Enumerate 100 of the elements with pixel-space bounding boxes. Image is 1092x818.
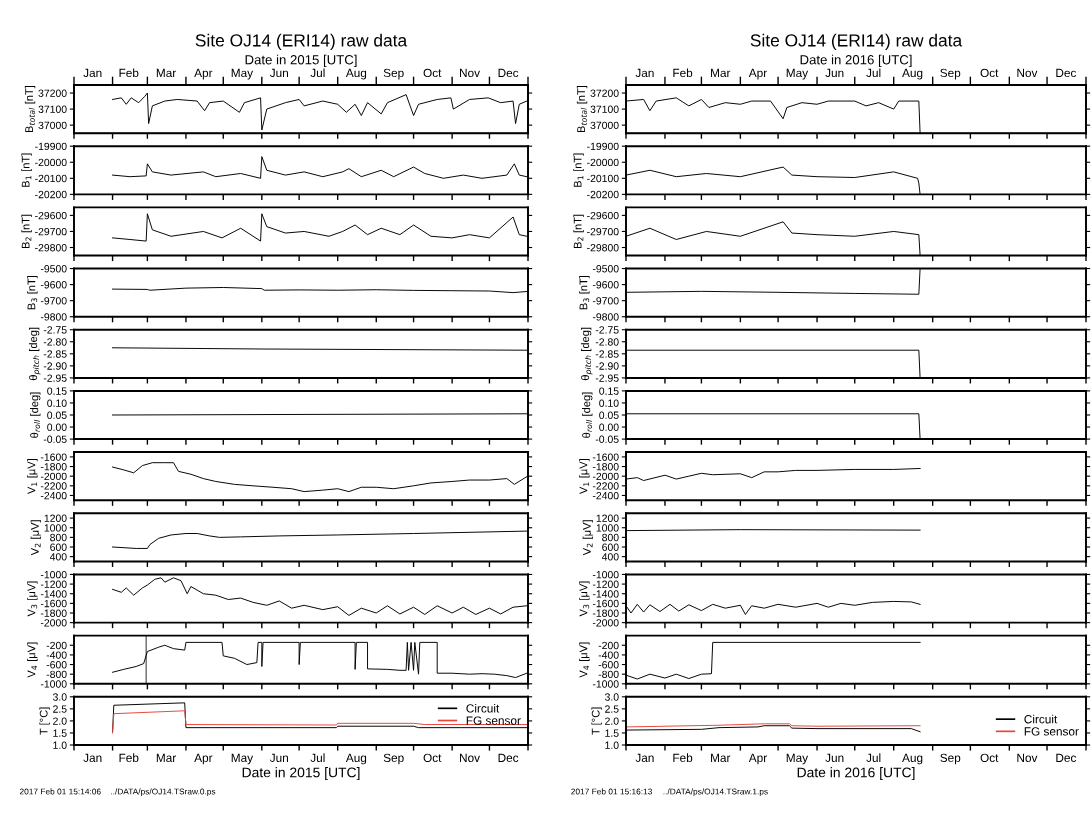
x-tick-label: Jul xyxy=(866,753,881,762)
y-tick-label: -2200 xyxy=(40,482,67,490)
x2-axis-title: Date in 2015 [UTC] xyxy=(245,54,357,68)
y-tick-label: -29700 xyxy=(35,227,67,236)
y-tick-label: -9800 xyxy=(40,313,67,321)
y-tick-label: -2.75 xyxy=(595,326,619,334)
y-axis-title: V$_{2}$ [μV] xyxy=(30,520,42,556)
y-axis-title: θ$_{pitch}$ [deg] xyxy=(28,327,41,381)
x-tick-label: Sep xyxy=(383,753,404,765)
y-tick-label: 0.10 xyxy=(599,399,619,407)
x2-tick-label: Jul xyxy=(866,68,881,78)
y-tick-label: -2000 xyxy=(40,472,67,481)
y-tick-label: -29800 xyxy=(587,244,619,252)
y-tick-label: -2.85 xyxy=(43,350,67,358)
x-tick-label: Feb xyxy=(673,753,693,762)
x2-tick-label: Nov xyxy=(460,68,480,78)
y-tick-label: 0.10 xyxy=(47,399,67,407)
y-tick-label: -20000 xyxy=(587,158,619,167)
y-tick-label: -1400 xyxy=(592,590,619,598)
x2-axis-title: Date in 2016 [UTC] xyxy=(800,54,912,68)
y-tick-label: -600 xyxy=(598,661,619,669)
x2-tick-label: Mar xyxy=(156,68,177,78)
y-tick-label: -19900 xyxy=(35,142,67,151)
y-tick-label: -9500 xyxy=(40,265,67,273)
y-tick-label: 37100 xyxy=(38,105,67,113)
y-tick-label: -1000 xyxy=(592,570,619,579)
y-tick-label: -2.85 xyxy=(595,350,619,358)
y-tick-label: -200 xyxy=(598,641,619,650)
y-tick-label: -1200 xyxy=(592,580,619,588)
x2-tick-label: Oct xyxy=(980,68,999,78)
y-tick-label: 800 xyxy=(602,533,619,542)
y-tick-label: -1800 xyxy=(40,463,67,471)
y-tick-label: 3.0 xyxy=(604,693,619,701)
y-tick-label: 3.0 xyxy=(52,693,67,701)
x2-tick-label: Jun xyxy=(825,68,844,78)
y-tick-label: 800 xyxy=(50,533,67,542)
x-tick-label: Dec xyxy=(1056,753,1077,762)
x2-tick-label: Aug xyxy=(902,68,923,80)
x2-tick-label: May xyxy=(231,68,254,80)
y-tick-label: -29700 xyxy=(587,227,619,236)
y-tick-label: -2400 xyxy=(592,491,619,500)
y-tick-label: -0.05 xyxy=(43,435,67,443)
chart-title: Site OJ14 (ERI14) raw data xyxy=(750,33,963,50)
x2-tick-label: Feb xyxy=(673,68,693,78)
x2-tick-label: Jul xyxy=(310,68,325,78)
y-tick-label: -2000 xyxy=(592,472,619,481)
x-tick-label: May xyxy=(231,753,254,765)
y-tick-label: -1800 xyxy=(40,609,67,617)
y-tick-label: -19900 xyxy=(587,142,619,151)
y-tick-label: 1200 xyxy=(44,514,67,522)
y-tick-label: 0.15 xyxy=(47,387,67,395)
y-tick-label: -20100 xyxy=(35,174,67,183)
y-tick-label: -2000 xyxy=(40,619,67,627)
y-tick-label: -2.95 xyxy=(43,374,67,382)
x-axis-title: Date in 2016 [UTC] xyxy=(797,767,915,781)
y-tick-label: -2.90 xyxy=(43,362,67,370)
y-tick-label: -20200 xyxy=(587,190,619,199)
x-tick-label: Dec xyxy=(498,753,519,762)
y-tick-label: -1000 xyxy=(592,680,619,688)
x-tick-label: Oct xyxy=(980,753,999,762)
y-tick-label: 400 xyxy=(49,553,67,561)
y-tick-label: -0.05 xyxy=(595,435,619,443)
y-tick-label: -9600 xyxy=(40,281,67,289)
y-tick-label: 1.5 xyxy=(53,729,67,737)
y-tick-label: 37000 xyxy=(590,121,619,130)
x2-tick-label: Dec xyxy=(498,68,519,78)
y-axis-title: V$_{1}$ [μV] xyxy=(579,459,590,495)
chart-title: Site OJ14 (ERI14) raw data xyxy=(195,33,408,50)
y-axis-title: V$_{3}$ [μV] xyxy=(27,581,38,617)
x2-tick-label: Sep xyxy=(940,68,961,80)
y-tick-label: -1000 xyxy=(40,680,67,688)
y-tick-label: 2.0 xyxy=(53,717,67,725)
y-tick-label: 37000 xyxy=(38,121,67,130)
y-tick-label: -1800 xyxy=(592,609,619,617)
x-tick-label: Sep xyxy=(940,753,961,765)
x-tick-label: Jan xyxy=(83,753,102,762)
y-tick-label: -9700 xyxy=(40,297,67,305)
y-axis-title: B$_{2}$ [nT] xyxy=(573,214,584,249)
x-tick-label: Mar xyxy=(711,753,731,762)
y-tick-label: 1000 xyxy=(596,524,619,532)
y-tick-label: -29600 xyxy=(587,211,619,220)
y-tick-label: -2.90 xyxy=(595,362,619,370)
x-tick-label: Mar xyxy=(156,753,177,762)
y-axis-title: T [°C] xyxy=(591,707,602,735)
x2-tick-label: Jan xyxy=(83,68,102,78)
x-tick-label: Oct xyxy=(423,753,442,762)
y-tick-label: 600 xyxy=(602,543,619,551)
text: ../DATA/ps/OJ14.TSraw.1.ps xyxy=(663,788,768,797)
y-tick-label: 400 xyxy=(601,553,619,561)
y-tick-label: -1600 xyxy=(40,453,67,461)
x2-tick-label: Nov xyxy=(1017,68,1038,78)
y-tick-label: -2.75 xyxy=(43,326,67,334)
y-tick-label: 2.0 xyxy=(605,717,619,725)
x-tick-label: Jul xyxy=(310,753,325,762)
y-axis-title: B$_{2}$ [nT] xyxy=(21,214,32,249)
y-axis-title: θ$_{pitch}$ [deg] xyxy=(580,327,593,381)
y-tick-label: -1600 xyxy=(592,599,619,608)
y-tick-label: -1000 xyxy=(40,570,67,579)
y-tick-label: -29800 xyxy=(35,244,67,252)
y-axis-title: V$_{3}$ [μV] xyxy=(579,581,590,617)
